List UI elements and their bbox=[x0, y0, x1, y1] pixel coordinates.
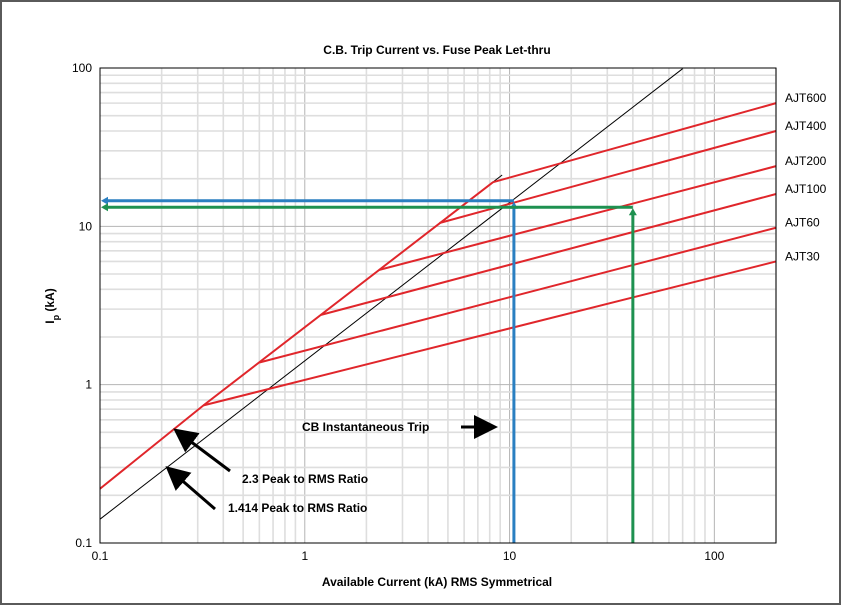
y-axis-label: Ip (kA) bbox=[43, 288, 61, 324]
x-axis-label: Available Current (kA) RMS Symmetrical bbox=[322, 575, 552, 589]
ratio-2-3-label: 2.3 Peak to RMS Ratio bbox=[242, 472, 368, 486]
x-tick-label: 100 bbox=[704, 549, 724, 563]
series-label-ajt400: AJT400 bbox=[785, 119, 827, 133]
series-line-ajt600 bbox=[492, 102, 777, 184]
ratio-1-414-label: 1.414 Peak to RMS Ratio bbox=[228, 501, 367, 515]
x-tick-label: 0.1 bbox=[92, 549, 109, 563]
ratio-2-3-arrow bbox=[173, 428, 231, 473]
series-line-ajt200 bbox=[378, 165, 777, 271]
y-tick-label: 10 bbox=[79, 219, 93, 233]
series-label-ajt600: AJT600 bbox=[785, 91, 827, 105]
x-tick-label: 1 bbox=[301, 549, 308, 563]
series-line-ajt100 bbox=[320, 193, 777, 316]
ratio-1-414-arrow bbox=[165, 466, 216, 511]
plot-area bbox=[100, 68, 776, 543]
series-label-ajt100: AJT100 bbox=[785, 182, 827, 196]
x-tick-label: 10 bbox=[503, 549, 517, 563]
y-tick-label: 1 bbox=[85, 378, 92, 392]
cb-trip-arrowhead-up-green bbox=[628, 208, 637, 216]
series-label-ajt30: AJT30 bbox=[785, 249, 820, 263]
y-tick-label: 100 bbox=[72, 61, 92, 75]
cb-trip-lines bbox=[101, 196, 637, 543]
series-line-ajt30 bbox=[203, 260, 777, 407]
series-line-ajt60 bbox=[259, 226, 777, 364]
cb-instantaneous-trip-label: CB Instantaneous Trip bbox=[302, 420, 429, 434]
cb-trip-arrowhead-left-blue bbox=[101, 196, 108, 205]
y-tick-label: 0.1 bbox=[75, 536, 92, 550]
cb-trip-arrowhead-left-green bbox=[101, 203, 108, 212]
plot-border bbox=[99, 67, 777, 544]
series-label-ajt200: AJT200 bbox=[785, 154, 827, 168]
series-labels: AJT600 AJT400 AJT200 AJT100 AJT60 AJT30 bbox=[785, 91, 827, 263]
grid bbox=[99, 67, 777, 544]
series-label-ajt60: AJT60 bbox=[785, 216, 820, 230]
tick-labels: 0.1 1 10 100 0.1 1 10 100 bbox=[72, 61, 725, 563]
chart-title: C.B. Trip Current vs. Fuse Peak Let-thru bbox=[323, 43, 550, 57]
